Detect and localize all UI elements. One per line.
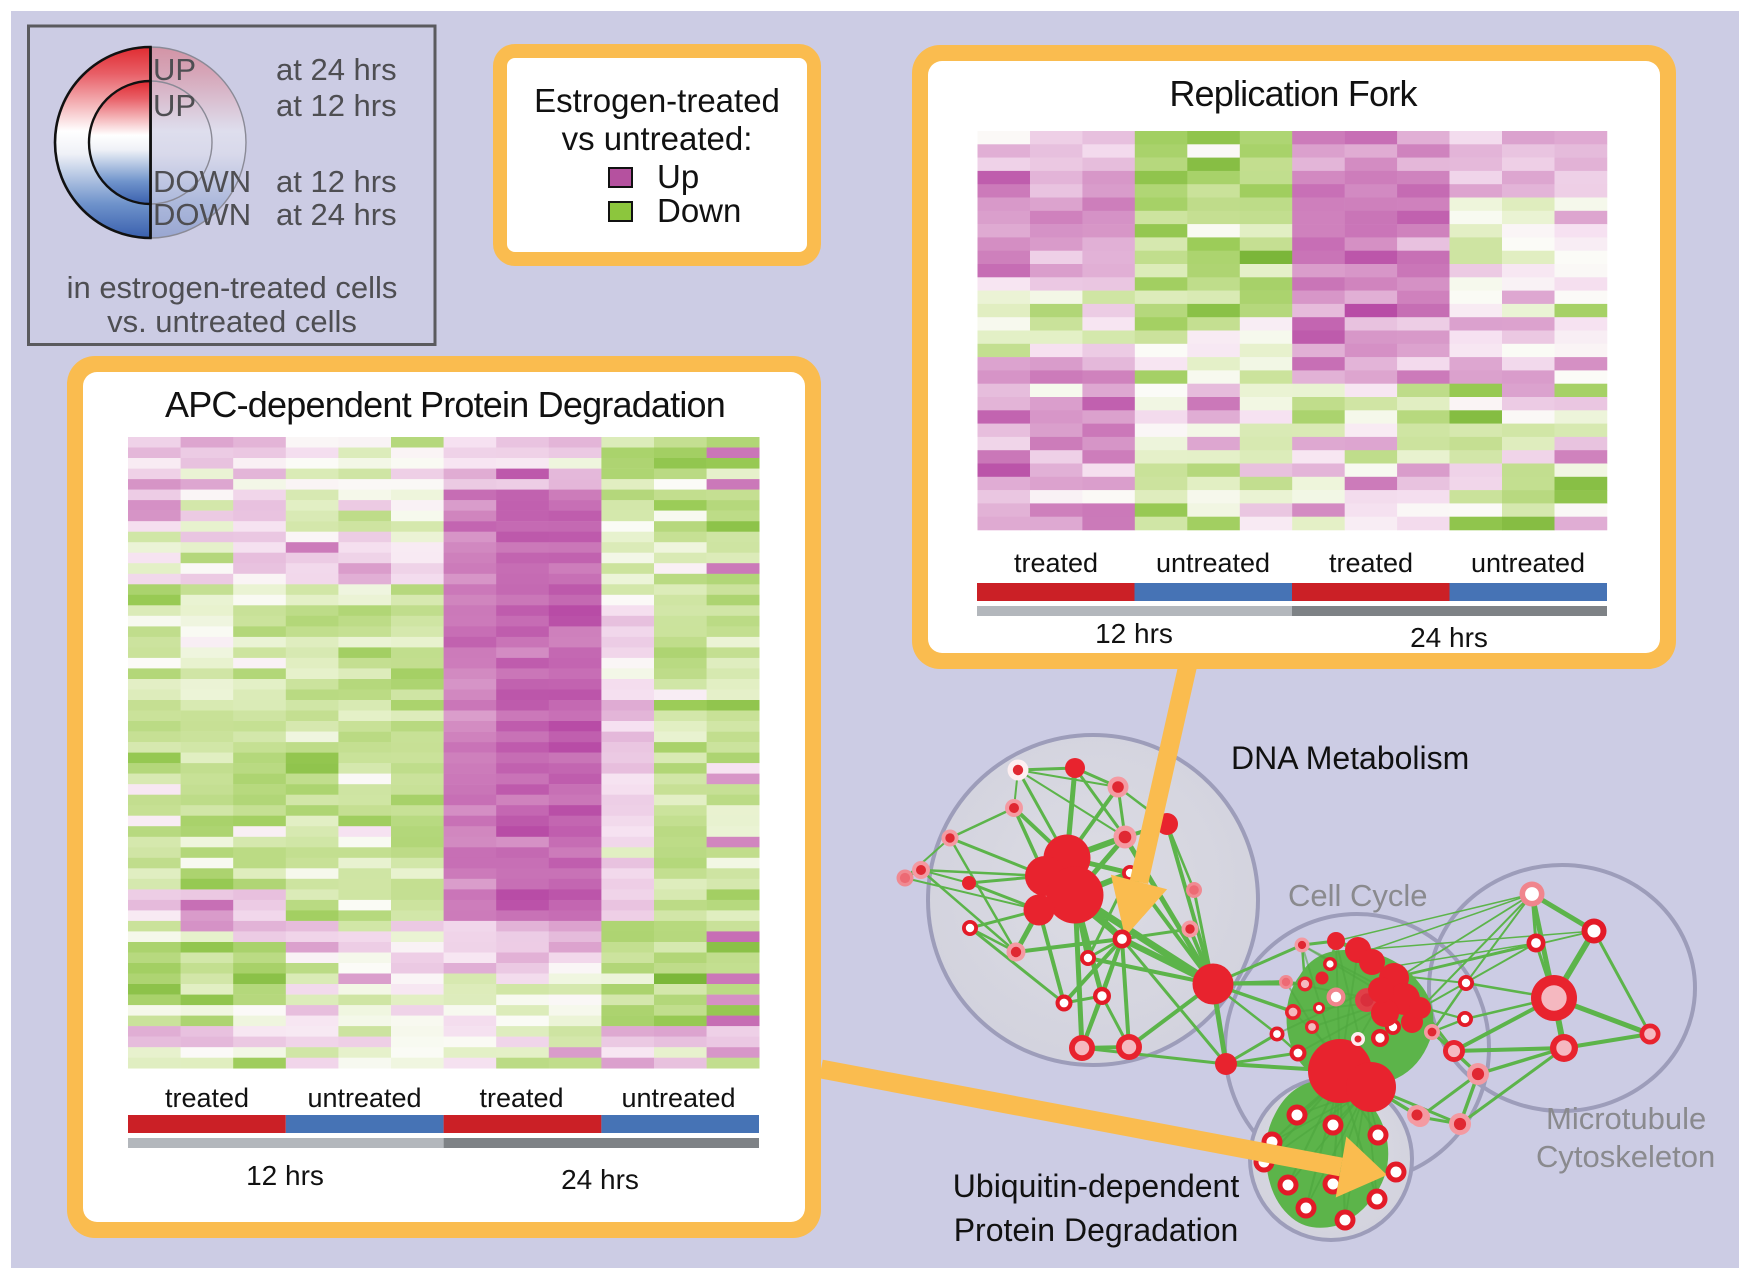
svg-text:vs. untreated cells: vs. untreated cells (107, 304, 357, 339)
svg-text:untreated: untreated (621, 1083, 735, 1113)
svg-text:12 hrs: 12 hrs (1095, 618, 1173, 649)
svg-text:treated: treated (1329, 548, 1413, 578)
svg-text:UP: UP (153, 52, 196, 87)
svg-text:untreated: untreated (307, 1083, 421, 1113)
svg-text:treated: treated (165, 1083, 249, 1113)
svg-text:at 24 hrs: at 24 hrs (276, 197, 397, 232)
svg-text:24 hrs: 24 hrs (561, 1164, 639, 1195)
svg-text:in estrogen-treated cells: in estrogen-treated cells (67, 270, 398, 305)
svg-text:Estrogen-treated: Estrogen-treated (534, 82, 780, 119)
svg-text:UP: UP (153, 88, 196, 123)
svg-text:at 24 hrs: at 24 hrs (276, 52, 397, 87)
svg-text:Microtubule: Microtubule (1546, 1101, 1706, 1136)
svg-text:Protein Degradation: Protein Degradation (954, 1212, 1239, 1248)
svg-text:DOWN: DOWN (153, 197, 251, 232)
svg-text:Cell Cycle: Cell Cycle (1288, 878, 1428, 913)
svg-text:untreated: untreated (1471, 548, 1585, 578)
svg-text:treated: treated (479, 1083, 563, 1113)
svg-text:Down: Down (657, 192, 741, 229)
svg-text:DOWN: DOWN (153, 164, 251, 199)
svg-text:DNA Metabolism: DNA Metabolism (1231, 740, 1469, 776)
svg-text:Ubiquitin-dependent: Ubiquitin-dependent (953, 1168, 1240, 1204)
svg-text:APC-dependent Protein Degradat: APC-dependent Protein Degradation (165, 384, 725, 425)
svg-text:Cytoskeleton: Cytoskeleton (1536, 1139, 1715, 1174)
svg-text:at 12 hrs: at 12 hrs (276, 164, 397, 199)
svg-text:12 hrs: 12 hrs (246, 1160, 324, 1191)
svg-text:vs untreated:: vs untreated: (562, 120, 753, 157)
svg-text:Replication Fork: Replication Fork (1169, 73, 1418, 114)
svg-text:untreated: untreated (1156, 548, 1270, 578)
svg-text:treated: treated (1014, 548, 1098, 578)
svg-text:at 12 hrs: at 12 hrs (276, 88, 397, 123)
svg-text:Up: Up (657, 158, 699, 195)
svg-text:24 hrs: 24 hrs (1410, 622, 1488, 653)
